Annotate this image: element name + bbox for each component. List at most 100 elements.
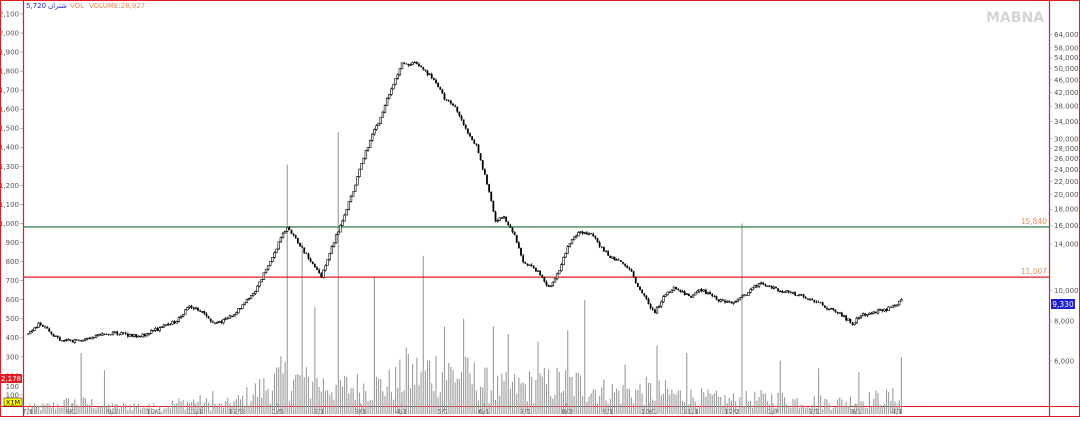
candle-body bbox=[171, 321, 174, 325]
candle-body bbox=[169, 323, 172, 325]
candle-body bbox=[702, 289, 705, 292]
candle-body bbox=[600, 246, 603, 248]
candle-body bbox=[675, 287, 678, 289]
candle-body bbox=[881, 309, 884, 311]
candle-body bbox=[815, 301, 818, 303]
candle-body bbox=[530, 264, 533, 267]
candle-body bbox=[672, 286, 676, 291]
candle-body bbox=[28, 331, 32, 335]
candle-body bbox=[796, 295, 799, 297]
candle-body bbox=[498, 217, 501, 221]
candle-body bbox=[46, 327, 49, 329]
candle-body bbox=[534, 267, 537, 272]
candle-body bbox=[94, 335, 98, 338]
candle-body bbox=[80, 340, 83, 342]
volume-scale-label: 100 bbox=[6, 383, 19, 391]
left-axis-tick-label: 1,000 bbox=[0, 220, 19, 228]
candle-body bbox=[690, 295, 692, 298]
candle-body bbox=[483, 169, 486, 175]
candle-body bbox=[802, 294, 805, 298]
candle-body bbox=[392, 83, 395, 90]
candle-body bbox=[836, 311, 839, 314]
candle-body bbox=[299, 243, 301, 247]
candle-body bbox=[715, 296, 718, 300]
candle-body bbox=[845, 315, 848, 321]
candle-body bbox=[553, 278, 557, 283]
candle-body bbox=[539, 270, 542, 276]
left-axis-tick-label: 1,800 bbox=[0, 68, 19, 76]
candle-body bbox=[294, 235, 297, 238]
candle-body bbox=[275, 248, 278, 253]
left-axis-tick-label: 800 bbox=[6, 258, 19, 266]
candle-body bbox=[371, 133, 374, 141]
candle-body bbox=[50, 331, 53, 334]
unit-badge: X1M bbox=[6, 399, 20, 407]
candle-body bbox=[437, 83, 440, 88]
candle-body bbox=[655, 307, 659, 314]
right-axis-tick-label: 14,000 bbox=[1054, 240, 1079, 248]
candle-body bbox=[311, 261, 314, 265]
candle-body bbox=[150, 330, 153, 334]
x-axis-tick-label: 10/1 bbox=[641, 408, 657, 416]
right-axis-tick-label: 46,000 bbox=[1054, 76, 1079, 84]
candle-body bbox=[35, 326, 38, 329]
candle-body bbox=[670, 289, 674, 293]
candle-body bbox=[804, 297, 807, 299]
candle-body bbox=[190, 305, 193, 308]
candle-body bbox=[579, 231, 582, 233]
candle-body bbox=[641, 290, 644, 294]
candle-body bbox=[613, 256, 616, 261]
candle-body bbox=[188, 305, 191, 308]
candle-body bbox=[779, 290, 782, 293]
candle-body bbox=[855, 317, 858, 324]
candle-body bbox=[181, 314, 185, 317]
candle-body bbox=[522, 255, 525, 263]
candle-body bbox=[564, 253, 567, 258]
candle-body bbox=[441, 89, 444, 94]
candle-body bbox=[400, 62, 404, 69]
candle-body bbox=[724, 300, 726, 303]
candle-body bbox=[572, 236, 576, 240]
candle-body bbox=[891, 304, 895, 308]
candle-body bbox=[800, 294, 803, 296]
candle-body bbox=[704, 289, 707, 294]
candle-body bbox=[428, 73, 431, 76]
candle-body bbox=[488, 184, 491, 192]
candle-body bbox=[490, 191, 493, 201]
candle-body bbox=[630, 269, 633, 272]
candle-body bbox=[524, 262, 527, 264]
candle-body bbox=[770, 286, 773, 289]
candle-body bbox=[885, 309, 888, 311]
candle-body bbox=[842, 315, 846, 317]
candle-body bbox=[764, 284, 767, 286]
candle-body bbox=[309, 258, 312, 262]
candle-body bbox=[713, 296, 716, 297]
candle-body bbox=[895, 304, 899, 307]
candle-body bbox=[645, 295, 648, 299]
candle-body bbox=[290, 229, 293, 234]
left-axis-tick-label: 2,100 bbox=[0, 10, 19, 18]
candle-body bbox=[898, 300, 901, 306]
candle-body bbox=[666, 291, 669, 296]
candle-body bbox=[592, 233, 595, 237]
candle-body bbox=[90, 336, 93, 340]
candle-body bbox=[286, 226, 289, 232]
candle-body bbox=[345, 208, 348, 216]
candle-body bbox=[687, 293, 690, 296]
candle-body bbox=[101, 333, 104, 336]
candle-body bbox=[598, 242, 601, 247]
candle-body bbox=[177, 317, 181, 322]
candle-body bbox=[158, 327, 161, 332]
candle-body bbox=[318, 269, 321, 274]
candle-body bbox=[725, 301, 729, 303]
candle-body bbox=[128, 333, 132, 337]
candle-body bbox=[711, 294, 714, 297]
candle-body bbox=[239, 308, 242, 310]
x-axis-tick-label: 3/3 bbox=[355, 408, 366, 416]
right-axis-tick-label: 22,000 bbox=[1054, 178, 1079, 186]
candle-body bbox=[62, 340, 66, 342]
candle-body bbox=[787, 290, 790, 293]
candle-body bbox=[777, 288, 780, 292]
candle-body bbox=[791, 291, 795, 294]
